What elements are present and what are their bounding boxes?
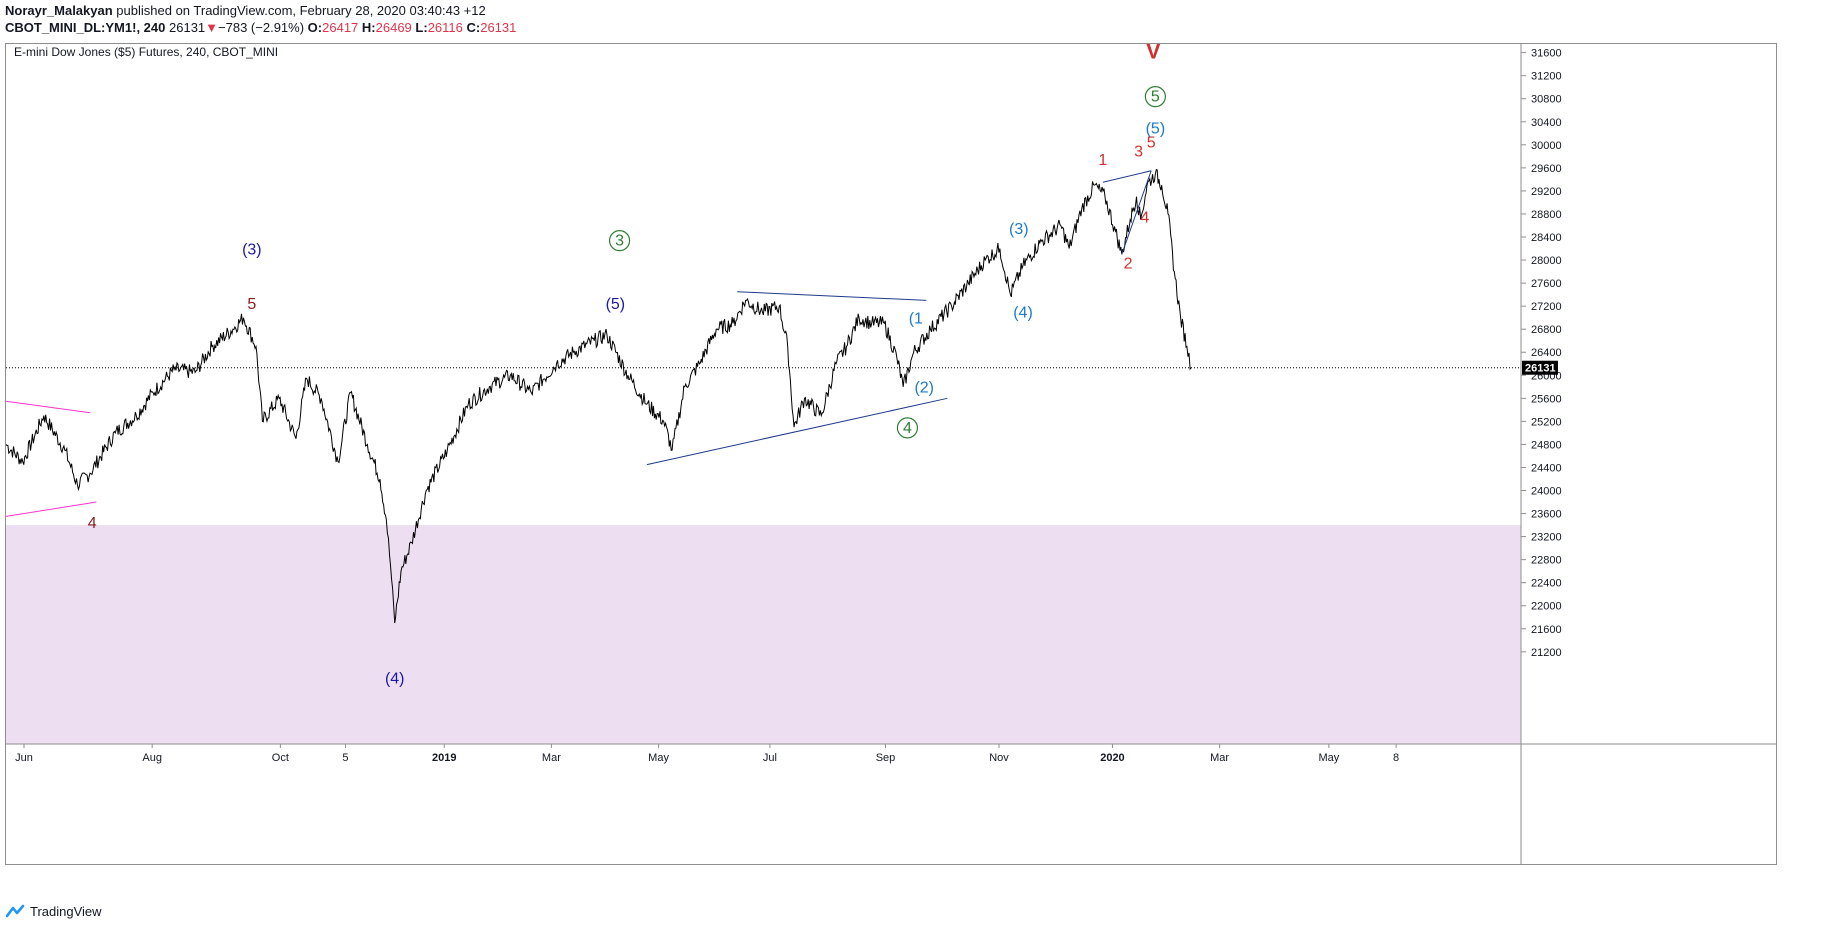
y-tick-label: 22800 xyxy=(1531,555,1562,567)
y-tick-label: 25200 xyxy=(1531,416,1562,428)
x-tick-label: Mar xyxy=(542,752,561,764)
y-tick-label: 22000 xyxy=(1531,601,1562,613)
x-tick-label: May xyxy=(1318,752,1339,764)
trendline-1[interactable] xyxy=(646,397,948,466)
author-name[interactable]: Norayr_Malakyan xyxy=(5,3,113,18)
tradingview-logo-icon xyxy=(6,904,25,918)
chart-frame[interactable]: (3) 5 (4) 3 (5) 4 (1 (2) 4 (3) (4) 1 2 3 4 5 (5) 5 V 21200… xyxy=(5,43,1777,865)
wave-label-10: (4) xyxy=(1013,305,1033,322)
low-label: L: xyxy=(415,20,428,35)
open-label: O: xyxy=(307,20,323,35)
wave-label-18: V xyxy=(1146,44,1161,63)
x-tick-label: Jun xyxy=(15,752,33,764)
tradingview-logo[interactable]: TradingView xyxy=(6,900,102,922)
x-tick-label: 8 xyxy=(1393,752,1399,764)
wave-label-1: 5 xyxy=(247,296,256,313)
support-zone xyxy=(6,525,1521,744)
y-tick-label: 24800 xyxy=(1531,439,1562,451)
y-tick-label: 21200 xyxy=(1531,647,1562,659)
wave-label-17: 5 xyxy=(1151,89,1160,106)
trendline-4[interactable] xyxy=(6,400,91,414)
x-tick-label: Mar xyxy=(1210,752,1229,764)
tradingview-brand: TradingView xyxy=(30,903,102,919)
y-tick-label: 24400 xyxy=(1531,462,1562,474)
x-tick-label: Nov xyxy=(989,752,1009,764)
x-tick-label: May xyxy=(648,752,669,764)
y-tick-label: 29600 xyxy=(1531,163,1562,175)
wave-label-15: 5 xyxy=(1147,135,1156,152)
trendline-5[interactable] xyxy=(6,501,97,517)
wave-label-14: 4 xyxy=(1140,210,1149,227)
y-tick-label: 28000 xyxy=(1531,255,1562,267)
wave-label-5: 4 xyxy=(88,515,97,532)
down-arrow-icon: ▼ xyxy=(205,20,219,35)
publish-line: Norayr_Malakyan published on TradingView… xyxy=(5,3,486,18)
wave-circle-8 xyxy=(896,417,919,439)
x-tick-label: Oct xyxy=(272,752,289,764)
x-tick-label: Aug xyxy=(142,752,162,764)
last-price: 26131 xyxy=(169,20,206,35)
wave-label-13: 3 xyxy=(1134,143,1143,160)
trendline-3[interactable] xyxy=(1121,170,1152,255)
y-tick-label: 23600 xyxy=(1531,509,1562,521)
wave-label-2: (4) xyxy=(385,671,405,688)
y-tick-label: 22400 xyxy=(1531,578,1562,590)
y-tick-label: 28800 xyxy=(1531,209,1562,221)
x-tick-label: Sep xyxy=(876,752,896,764)
y-tick-label: 24000 xyxy=(1531,486,1562,498)
trendline-0[interactable] xyxy=(737,291,927,301)
y-tick-label: 28400 xyxy=(1531,232,1562,244)
last-price-tag-label: 26131 xyxy=(1525,363,1556,375)
price-series-line xyxy=(6,168,1192,624)
close-value: 26131 xyxy=(480,20,517,35)
wave-label-16: (5) xyxy=(1146,120,1166,137)
y-tick-label: 26800 xyxy=(1531,324,1562,336)
y-tick-label: 27200 xyxy=(1531,301,1562,313)
close-label: C: xyxy=(466,20,481,35)
x-tick-label: 5 xyxy=(342,752,348,764)
wave-label-11: 1 xyxy=(1098,152,1107,169)
high-value: 26469 xyxy=(375,20,412,35)
high-label: H: xyxy=(361,20,376,35)
wave-label-12: 2 xyxy=(1124,256,1133,273)
wave-label-8: 4 xyxy=(903,420,912,437)
last-price-tag xyxy=(1522,360,1558,375)
low-value: 26116 xyxy=(427,20,463,35)
y-tick-label: 26400 xyxy=(1531,347,1562,359)
open-value: 26417 xyxy=(322,20,359,35)
y-tick-label: 31200 xyxy=(1531,71,1562,83)
wave-label-0: (3) xyxy=(242,241,262,258)
chart-title: E-mini Dow Jones ($5) Futures, 240, CBOT… xyxy=(14,45,278,59)
y-tick-label: 30000 xyxy=(1531,140,1562,152)
y-tick-label: 27600 xyxy=(1531,278,1562,290)
y-tick-label: 25600 xyxy=(1531,393,1562,405)
y-tick-label: 30400 xyxy=(1531,117,1562,129)
price-change: −783 (−2.91%) xyxy=(218,20,305,35)
symbol-label: CBOT_MINI_DL:YM1!, 240 xyxy=(5,20,166,35)
wave-label-4: (5) xyxy=(606,296,626,313)
wave-circle-3 xyxy=(608,230,631,252)
publish-info: published on TradingView.com, February 2… xyxy=(116,3,486,18)
x-tick-label: Jul xyxy=(763,752,777,764)
wave-circle-17 xyxy=(1144,86,1166,108)
y-tick-label: 23200 xyxy=(1531,532,1562,544)
y-tick-label: 30800 xyxy=(1531,94,1562,106)
trendline-2[interactable] xyxy=(1102,170,1152,183)
ohlc-line: CBOT_MINI_DL:YM1!, 240 26131▼−783 (−2.91… xyxy=(5,20,516,35)
wave-label-6: (1 xyxy=(909,310,923,327)
y-tick-label: 31600 xyxy=(1531,48,1562,60)
wave-label-7: (2) xyxy=(914,380,934,397)
wave-label-9: (3) xyxy=(1009,221,1029,238)
y-tick-label: 29200 xyxy=(1531,186,1562,198)
x-tick-label: 2020 xyxy=(1100,752,1124,764)
wave-label-3: 3 xyxy=(615,233,624,250)
x-tick-label: 2019 xyxy=(432,752,456,764)
y-tick-label: 21600 xyxy=(1531,624,1562,636)
